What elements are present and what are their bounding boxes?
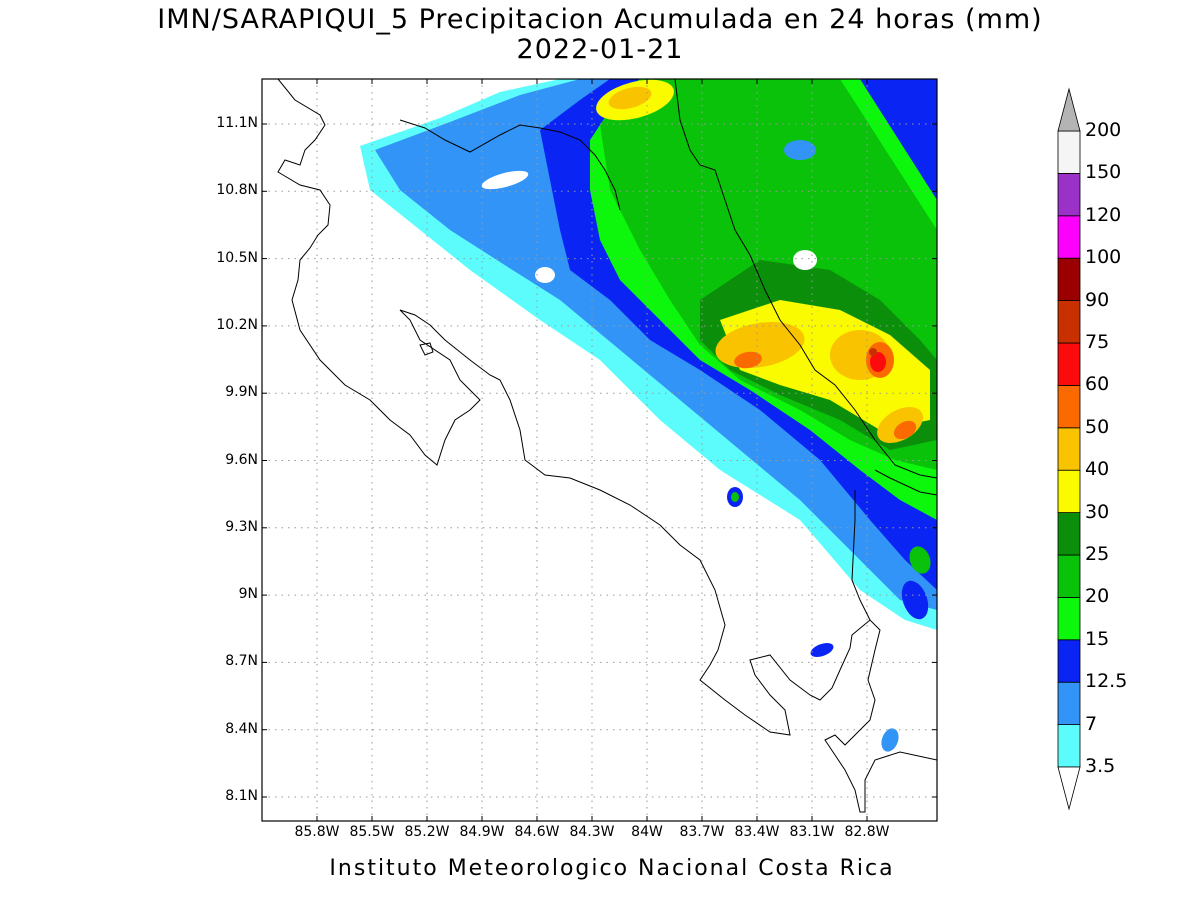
colorbar-swatch <box>1057 300 1081 344</box>
colorbar-swatch <box>1057 681 1081 726</box>
colorbar-swatch <box>1057 724 1081 768</box>
precip-cell-7 <box>784 140 816 160</box>
coastline-path <box>851 490 871 621</box>
lon-label: 84.9W <box>459 824 505 840</box>
colorbar-label: 60 <box>1085 373 1110 396</box>
colorbar-label: 40 <box>1085 458 1110 481</box>
colorbar-arrow-low <box>1057 766 1081 811</box>
colorbar-label: 120 <box>1085 203 1122 226</box>
colorbar-label: 150 <box>1085 161 1122 184</box>
lat-label: 9.9N <box>225 384 258 401</box>
precip-cell-20 <box>731 492 739 502</box>
colorbar-swatch <box>1057 554 1081 598</box>
map-title: IMN/SARAPIQUI_5 Precipitacion Acumulada … <box>157 4 1043 35</box>
colorbar-swatch <box>1057 257 1081 302</box>
colorbar-label: 100 <box>1085 246 1122 269</box>
lon-label: 84W <box>631 824 663 840</box>
lat-label: 10.2N <box>216 316 258 333</box>
lat-label: 11.1N <box>216 115 258 131</box>
axis-ticks <box>262 79 937 821</box>
colorbar-arrow-high <box>1057 87 1081 132</box>
lon-label: 83.7W <box>679 824 725 840</box>
colorbar-swatch <box>1057 215 1081 259</box>
lat-label: 8.4N <box>225 720 258 737</box>
lat-label: 8.1N <box>225 788 258 804</box>
coastline-path <box>874 469 937 496</box>
institution-footer: Instituto Meteorologico Nacional Costa R… <box>329 856 895 881</box>
coastline-path <box>277 79 937 813</box>
lon-label: 82.8W <box>844 824 890 840</box>
colorbar-label: 7 <box>1085 712 1098 735</box>
lat-lon-grid <box>262 79 937 821</box>
lat-label: 9.6N <box>225 451 258 468</box>
colorbar-swatch <box>1057 639 1081 683</box>
lon-label: 84.6W <box>514 824 560 840</box>
precip-cell-50 <box>734 351 762 369</box>
lon-label: 83.1W <box>789 824 835 840</box>
colorbar-swatch <box>1057 384 1081 429</box>
colorbar-label: 12.5 <box>1085 670 1128 693</box>
colorbar-label: 15 <box>1085 627 1110 650</box>
coastline-path <box>674 79 937 479</box>
lat-label: 10.5N <box>216 249 258 266</box>
coastline-path <box>419 342 434 356</box>
colorbar-swatch <box>1057 130 1081 174</box>
colorbar-label: 200 <box>1085 119 1122 141</box>
precip-cell-12-5 <box>901 580 929 620</box>
lon-label: 85.8W <box>294 824 340 840</box>
precip-cell-75 <box>869 348 877 356</box>
precip-cell-60 <box>870 352 886 372</box>
precip-cell-12-5 <box>810 643 834 657</box>
lon-label: 85.5W <box>349 824 395 840</box>
colorbar-label: 25 <box>1085 543 1110 565</box>
colorbar-label: 30 <box>1085 500 1110 523</box>
lat-label: 8.7N <box>225 653 258 670</box>
colorbar-label: 3.5 <box>1085 755 1116 777</box>
colorbar-swatch <box>1057 172 1081 217</box>
colorbar-swatch <box>1057 469 1081 514</box>
colorbar-swatch <box>1057 342 1081 386</box>
precip-cell-40 <box>608 86 652 110</box>
colorbar-swatch <box>1057 427 1081 471</box>
precip-gap <box>535 267 555 283</box>
lon-label: 84.3W <box>569 824 615 840</box>
precipitation-field <box>360 79 937 752</box>
coastline-path <box>399 119 621 211</box>
colorbar-label: 50 <box>1085 415 1110 438</box>
precip-cell-7 <box>881 728 899 752</box>
precip-cell-20 <box>909 546 931 574</box>
colorbar-label: 75 <box>1085 331 1110 353</box>
map-frame <box>261 78 938 822</box>
precip-gap <box>793 250 817 270</box>
colorbar-label: 90 <box>1085 288 1110 311</box>
lon-label: 83.4W <box>734 824 780 840</box>
lat-label: 9.3N <box>225 518 258 535</box>
coastline-borders <box>277 79 937 813</box>
precip-cell-50 <box>893 420 917 440</box>
colorbar <box>1057 87 1081 811</box>
colorbar-swatch <box>1057 597 1081 641</box>
colorbar-label: 20 <box>1085 585 1110 608</box>
lat-label: 10.8N <box>216 182 258 199</box>
lon-label: 85.2W <box>404 824 450 840</box>
colorbar-swatch <box>1057 512 1081 556</box>
precip-gap <box>481 170 529 190</box>
map-date: 2022-01-21 <box>516 34 684 65</box>
lat-label: 9N <box>238 586 258 603</box>
